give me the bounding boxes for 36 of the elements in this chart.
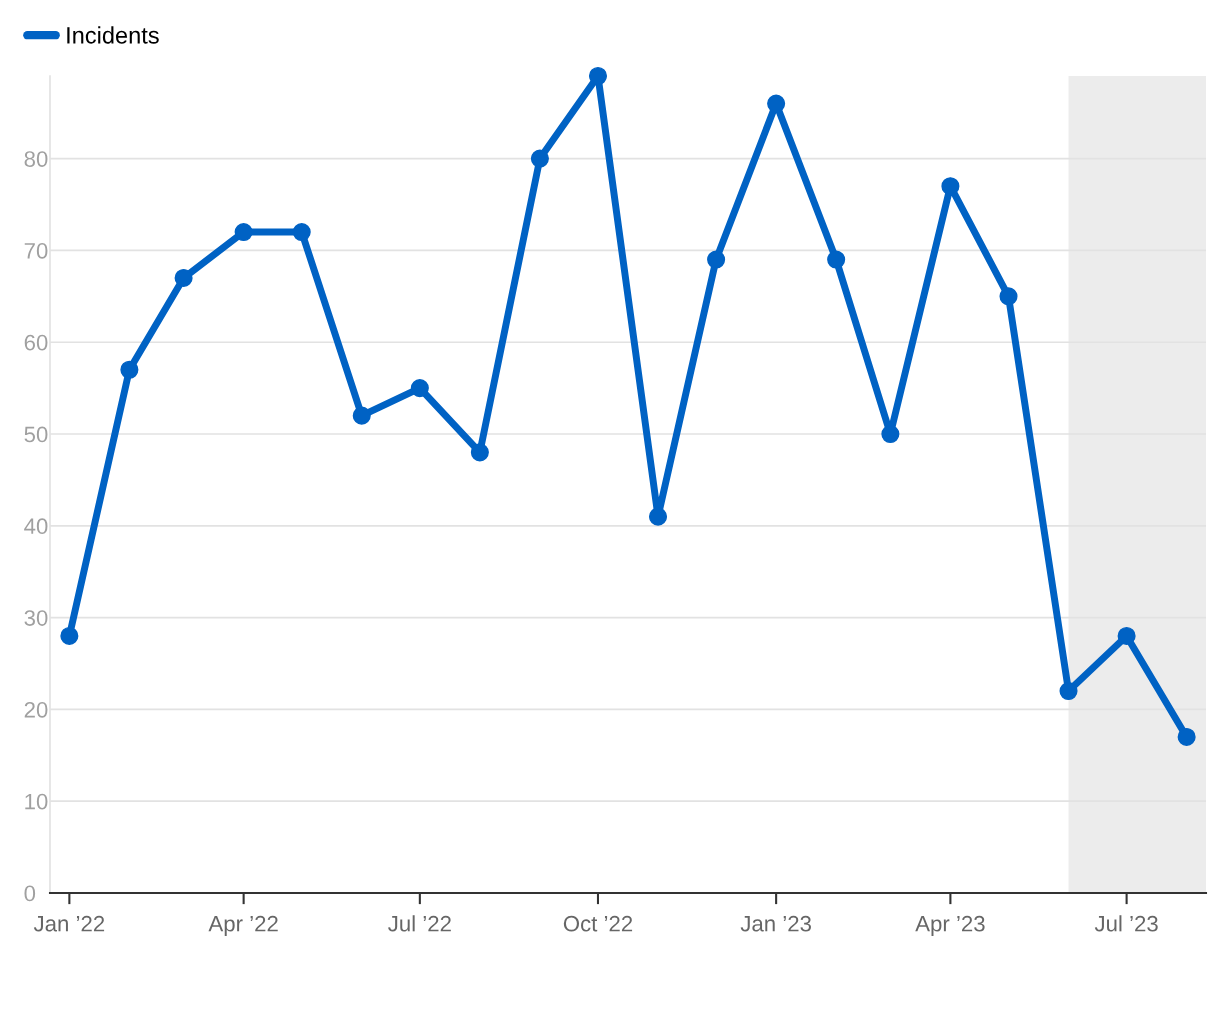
y-tick-label: 0 [24, 885, 36, 902]
point [292, 223, 311, 242]
x-tick-label: Apr ’23 [915, 915, 985, 936]
y-tick-label: 60 [24, 334, 48, 351]
point [1177, 727, 1196, 746]
point [648, 507, 668, 526]
x-tick-label: Oct ’22 [563, 915, 633, 932]
point [881, 424, 900, 444]
point [60, 626, 79, 645]
point [352, 406, 371, 425]
y-tick-label: 30 [24, 610, 48, 626]
x-tick-label: Jan ’22 [33, 915, 105, 932]
x-tick-label: Jul ’23 [1094, 915, 1158, 932]
y-tick-label: 40 [24, 518, 48, 535]
point [234, 223, 253, 242]
point [999, 287, 1018, 306]
point [588, 66, 608, 86]
point [827, 250, 846, 269]
point [174, 268, 193, 287]
point [707, 250, 726, 269]
y-tick-label: 20 [24, 701, 48, 718]
legend-label: Incidents [67, 26, 159, 44]
y-tick-label: 70 [24, 242, 48, 259]
point [767, 94, 786, 113]
y-tick-label: 80 [24, 151, 48, 167]
point [410, 379, 429, 398]
point [1059, 682, 1078, 701]
point [470, 443, 489, 462]
x-tick-label: Jan ’23 [740, 915, 811, 932]
x-tick-label: Jul ’22 [388, 915, 451, 932]
x-tick-label: Apr ’22 [208, 915, 278, 936]
point [1117, 626, 1136, 645]
y-tick-label: 50 [24, 426, 48, 443]
y-tick-label: 10 [25, 793, 48, 810]
point [530, 149, 549, 168]
point [120, 360, 139, 379]
